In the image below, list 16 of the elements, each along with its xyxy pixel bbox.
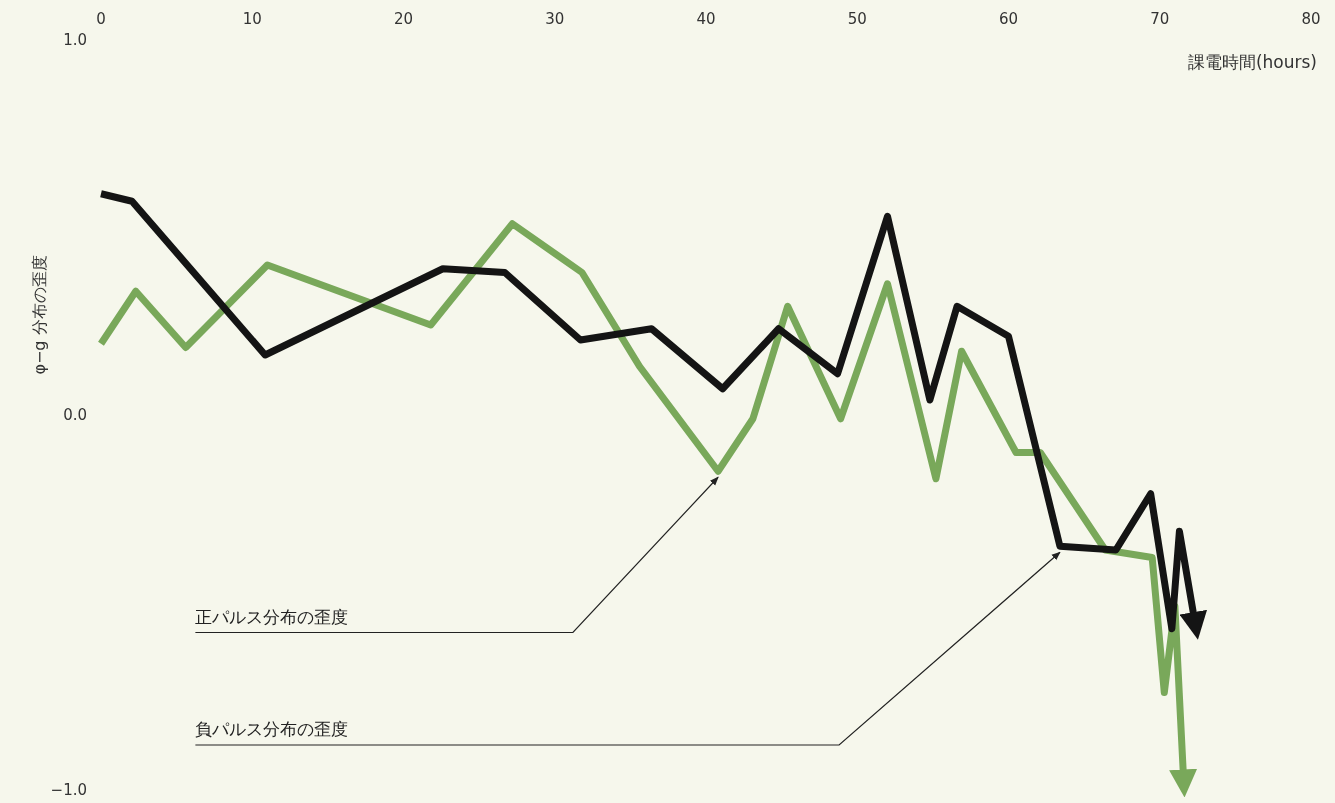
x-tick-label: 50 xyxy=(847,10,867,28)
y-tick-label: 1.0 xyxy=(63,30,87,49)
x-tick-label: 20 xyxy=(393,10,414,28)
x-axis-title: 課電時間(hours) xyxy=(1187,52,1317,72)
y-tick-label: −1.0 xyxy=(50,780,87,799)
annotation: 正パルス分布の歪度 xyxy=(195,606,349,627)
x-tick-label: 80 xyxy=(1301,10,1321,28)
y-tick-label: 0.0 xyxy=(63,405,87,424)
x-tick-label: 60 xyxy=(998,10,1019,28)
annotation: 負パルス分布の歪度 xyxy=(195,719,349,739)
x-tick-label: 70 xyxy=(1150,10,1170,28)
y-axis-title: φ−g 分布の歪度 xyxy=(29,255,49,375)
x-tick-label: 0 xyxy=(96,10,106,28)
x-tick-label: 30 xyxy=(545,10,565,28)
x-tick-label: 40 xyxy=(696,10,716,28)
x-tick-label: 10 xyxy=(242,10,262,28)
